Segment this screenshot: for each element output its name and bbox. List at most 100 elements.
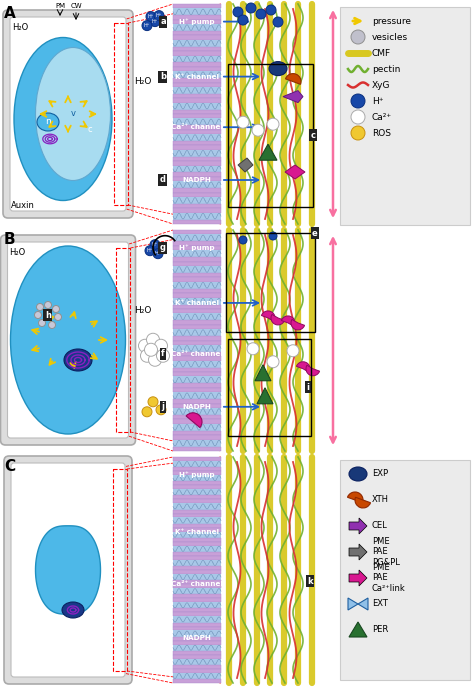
Text: v: v	[71, 109, 75, 118]
Ellipse shape	[53, 306, 60, 313]
Ellipse shape	[55, 313, 62, 321]
Text: i: i	[307, 383, 310, 392]
FancyBboxPatch shape	[4, 456, 132, 684]
Bar	[173, 157, 221, 161]
Ellipse shape	[239, 236, 247, 244]
Bar	[173, 420, 221, 424]
Bar	[173, 341, 221, 345]
Bar	[173, 134, 221, 141]
Bar	[173, 51, 221, 56]
Ellipse shape	[64, 349, 92, 371]
Bar	[173, 266, 221, 273]
Ellipse shape	[62, 602, 84, 618]
Bar	[173, 213, 221, 220]
Bar	[173, 309, 221, 313]
Text: PME
PAE
Ca²⁺link: PME PAE Ca²⁺link	[372, 563, 406, 593]
Text: n: n	[45, 117, 51, 126]
Bar	[173, 82, 221, 87]
Bar	[173, 408, 221, 415]
Ellipse shape	[156, 349, 170, 362]
Bar	[173, 556, 221, 560]
Bar	[173, 594, 221, 598]
Text: XTH: XTH	[372, 495, 389, 504]
Bar	[173, 352, 221, 357]
Ellipse shape	[36, 47, 110, 181]
Wedge shape	[291, 319, 305, 330]
Bar	[173, 627, 221, 631]
Bar	[173, 383, 221, 388]
Bar	[173, 278, 221, 282]
Bar	[173, 602, 221, 609]
Bar	[173, 376, 221, 383]
Bar	[226, 233, 315, 333]
Bar	[173, 574, 221, 580]
Text: PER: PER	[372, 625, 388, 635]
FancyBboxPatch shape	[11, 463, 125, 677]
Ellipse shape	[148, 397, 158, 407]
Text: pectin: pectin	[372, 65, 401, 74]
Bar	[173, 669, 221, 673]
Bar	[173, 78, 221, 82]
Polygon shape	[349, 622, 367, 637]
Text: j: j	[162, 403, 164, 412]
Ellipse shape	[269, 62, 287, 76]
Text: EXT: EXT	[372, 600, 388, 609]
Text: H₂O: H₂O	[9, 248, 26, 257]
Wedge shape	[347, 492, 363, 503]
Bar	[173, 289, 221, 293]
Polygon shape	[349, 518, 367, 534]
Text: PM: PM	[55, 3, 65, 9]
Bar	[173, 293, 221, 297]
Bar	[173, 297, 221, 304]
Ellipse shape	[246, 3, 256, 13]
Ellipse shape	[351, 110, 365, 124]
Text: A: A	[4, 6, 16, 21]
Bar	[173, 98, 221, 102]
Ellipse shape	[142, 407, 152, 417]
Text: NADPH: NADPH	[182, 404, 211, 410]
Bar	[173, 457, 221, 461]
Bar	[173, 485, 221, 489]
Bar	[173, 482, 221, 485]
Bar	[173, 637, 221, 640]
Bar	[173, 336, 221, 341]
Text: ROS: ROS	[372, 128, 391, 137]
Bar	[173, 125, 221, 130]
Bar	[173, 220, 221, 224]
Ellipse shape	[266, 5, 276, 15]
Bar	[173, 63, 221, 67]
Ellipse shape	[256, 9, 266, 19]
Bar	[173, 313, 221, 320]
Polygon shape	[283, 91, 303, 102]
Bar	[173, 499, 221, 504]
Bar	[173, 447, 221, 451]
Ellipse shape	[148, 353, 162, 366]
Bar	[173, 230, 221, 234]
Text: k: k	[307, 577, 313, 586]
Text: Ca²⁺ channel: Ca²⁺ channel	[171, 581, 223, 587]
Text: a: a	[160, 17, 166, 26]
Polygon shape	[348, 598, 358, 610]
Bar	[117, 248, 130, 432]
Polygon shape	[285, 165, 305, 179]
Text: f: f	[161, 349, 165, 358]
Ellipse shape	[154, 10, 164, 21]
Bar	[173, 461, 221, 467]
Text: H⁺: H⁺	[152, 243, 158, 247]
Ellipse shape	[252, 124, 264, 136]
Bar	[173, 542, 221, 545]
Ellipse shape	[349, 467, 367, 481]
Bar	[173, 622, 221, 627]
Text: H⁺ pump: H⁺ pump	[179, 19, 215, 25]
Text: H⁺: H⁺	[372, 96, 383, 106]
Ellipse shape	[267, 356, 279, 368]
Bar	[173, 372, 221, 376]
Bar	[173, 304, 221, 309]
Text: g: g	[160, 243, 166, 252]
Bar	[173, 161, 221, 166]
Bar	[173, 399, 221, 404]
Text: PME
PAE
PG&PL: PME PAE PG&PL	[372, 537, 400, 567]
Bar	[173, 4, 221, 8]
Bar	[228, 339, 311, 436]
Text: NADPH: NADPH	[182, 177, 211, 183]
